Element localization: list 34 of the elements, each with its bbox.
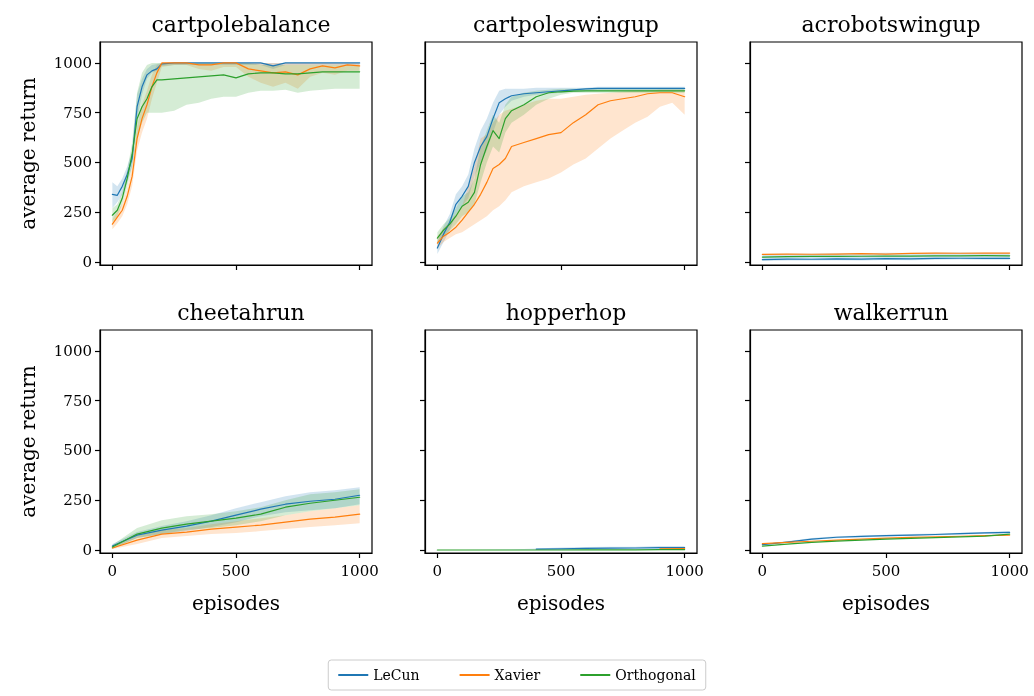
- line-series: [111, 513, 361, 549]
- legend-label: Orthogonal: [615, 667, 697, 683]
- y-tick-label: 750: [63, 391, 92, 410]
- y-tick-label: 1000: [53, 341, 92, 360]
- legend-label: LeCun: [373, 667, 420, 683]
- x-axis-title: episodes: [841, 591, 931, 615]
- legend-label: Xavier: [494, 667, 541, 683]
- y-tick-label: 1000: [53, 53, 92, 72]
- x-tick-label: 0: [107, 561, 118, 580]
- x-tick-label: 500: [546, 561, 576, 580]
- x-tick-label: 1000: [665, 561, 704, 580]
- y-axis-title: average return: [16, 365, 40, 518]
- x-tick-label: 1000: [990, 561, 1029, 580]
- x-axis-title: episodes: [191, 591, 281, 615]
- chart-title: cartpoleswingup: [473, 11, 659, 37]
- y-tick-label: 500: [63, 153, 92, 172]
- x-tick-label: 0: [757, 561, 768, 580]
- y-tick-label: 0: [82, 253, 92, 272]
- y-axis-title: average return: [16, 77, 40, 230]
- y-tick-label: 250: [63, 203, 92, 222]
- x-axis-title: episodes: [516, 591, 606, 615]
- chart-title: hopperhop: [505, 299, 627, 325]
- x-tick-label: 500: [871, 561, 901, 580]
- x-tick-label: 500: [221, 561, 251, 580]
- y-tick-label: 0: [82, 541, 92, 560]
- chart-title: cheetahrun: [177, 299, 305, 325]
- x-tick-label: 0: [432, 561, 443, 580]
- chart-title: acrobotswingup: [801, 11, 981, 37]
- y-tick-label: 750: [63, 103, 92, 122]
- y-tick-label: 250: [63, 491, 92, 510]
- y-tick-label: 500: [63, 441, 92, 460]
- x-tick-label: 1000: [340, 561, 379, 580]
- chart-title: walkerrun: [833, 299, 949, 325]
- chart-title: cartpolebalance: [151, 11, 331, 37]
